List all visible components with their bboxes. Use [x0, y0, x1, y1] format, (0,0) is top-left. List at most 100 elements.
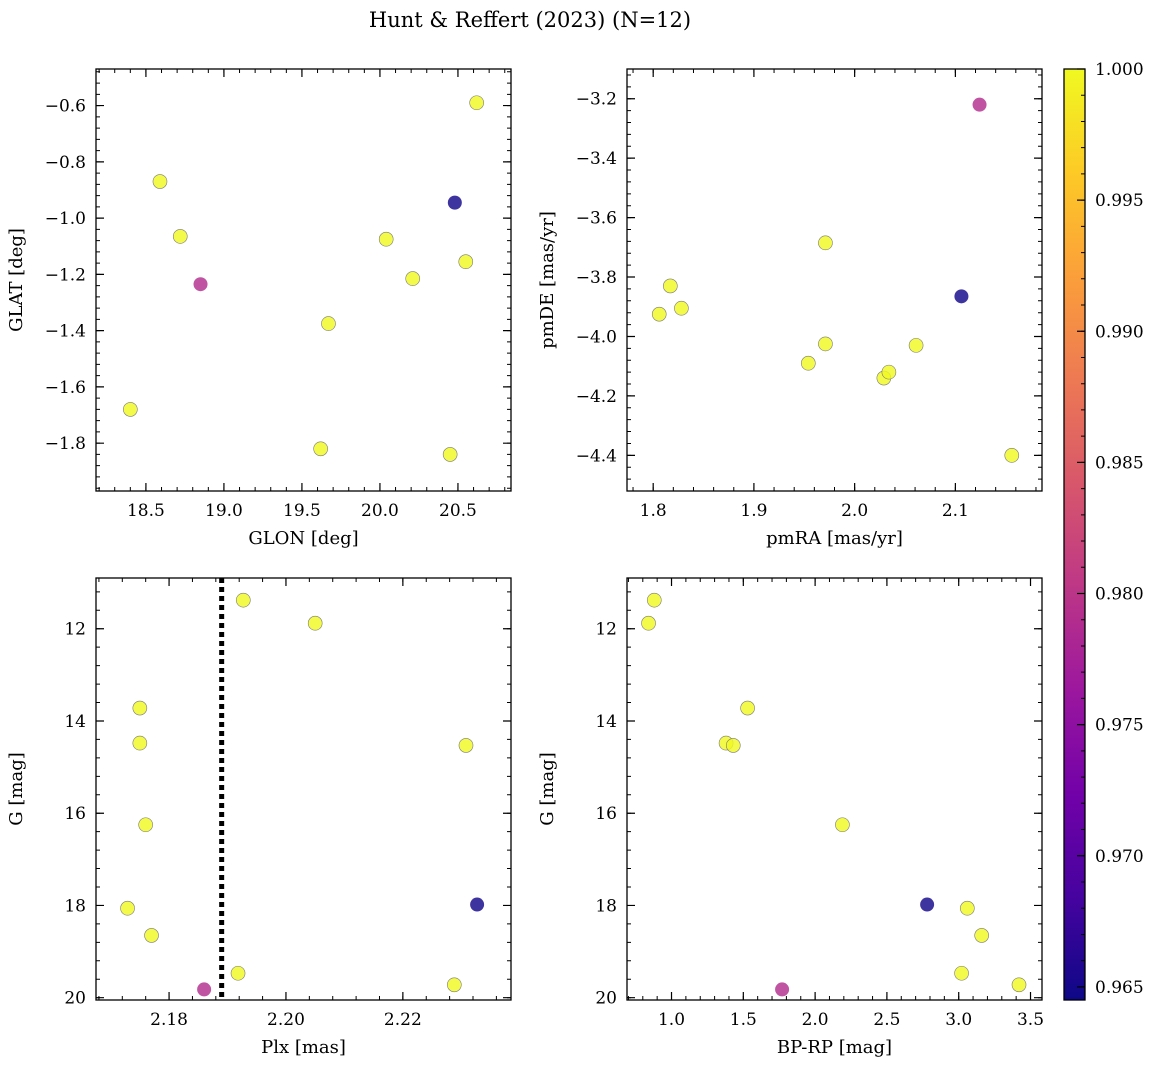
data-point [641, 615, 656, 631]
data-point [405, 271, 421, 286]
data-point [446, 977, 462, 993]
colorbar: 0.965 0.970 0.975 0.980 0.985 0.990 0.995 1.000 [1063, 60, 1144, 1001]
x-tick-label: 2.5 [873, 1010, 900, 1030]
y-tick-label: −4.0 [576, 327, 617, 347]
axes-frame [95, 68, 512, 492]
panel-cmd: 1.0 1.5 2.0 2.5 3.0 3.5 12 14 16 18 20 BP-RP [mag] G… [537, 577, 1044, 1058]
data-point [960, 900, 975, 916]
y-tick-label: −3.6 [576, 209, 617, 229]
x-tick-label: 20.0 [361, 501, 399, 521]
data-point [313, 441, 328, 457]
y-axis-label: GLAT [deg] [6, 228, 27, 332]
x-tick-label: 2.22 [384, 1010, 422, 1030]
x-tick-label: 3.5 [1017, 1010, 1044, 1030]
y-tick-label: 18 [64, 896, 86, 916]
y-tick-label: 20 [595, 989, 617, 1009]
data-point [458, 254, 474, 270]
colorbar-tick-label: 1.000 [1095, 60, 1144, 80]
data-point [801, 355, 816, 371]
y-tick-label: 12 [595, 620, 617, 640]
data-point [1011, 977, 1027, 993]
data-point [123, 402, 138, 417]
data-point [120, 900, 135, 916]
y-tick-label: 16 [64, 804, 86, 824]
colorbar-tick-label: 0.965 [1095, 978, 1144, 998]
y-tick-label: −3.2 [576, 90, 617, 110]
y-tick-label: −1.0 [45, 209, 86, 229]
y-tick-label: −4.4 [576, 446, 617, 466]
data-point [646, 592, 662, 608]
data-point [138, 817, 153, 833]
x-tick-label: 2.0 [802, 1010, 829, 1030]
panel-plx-g: 2.18 2.20 2.22 12 14 16 18 20 Plx [mas] G [mag] [6, 577, 512, 1058]
data-point [197, 982, 212, 997]
y-tick-label: −0.8 [45, 153, 86, 173]
data-point [954, 965, 969, 981]
data-point [132, 700, 148, 716]
x-tick-label: 18.5 [127, 501, 165, 521]
data-point [378, 231, 394, 247]
data-point [193, 277, 208, 292]
data-point [818, 336, 833, 352]
colorbar-frame [1063, 68, 1086, 1001]
data-point [954, 289, 969, 304]
x-tick-label: 19.0 [205, 501, 243, 521]
y-tick-label: −3.4 [576, 149, 617, 169]
axes-frame [626, 68, 1043, 492]
x-axis-label: Plx [mas] [261, 1037, 346, 1058]
colorbar-tick-label: 0.980 [1095, 585, 1144, 605]
data-point [920, 897, 935, 912]
colorbar-tick-label: 0.990 [1095, 322, 1144, 342]
x-axis-label: pmRA [mas/yr] [766, 528, 903, 549]
panels: 18.5 19.0 19.5 20.0 20.5 −0.6 −0.8 −1.0 −1.2 −1.4… [6, 68, 1044, 1058]
minor-ticks [96, 69, 511, 491]
data-point [447, 195, 462, 210]
data-point [663, 278, 678, 294]
data-point [144, 928, 159, 943]
data-point [974, 928, 989, 943]
x-tick-label: 3.0 [945, 1010, 972, 1030]
y-tick-label: 14 [595, 712, 617, 732]
data-point [674, 300, 689, 316]
data-point [1004, 448, 1020, 463]
axes-frame [95, 577, 512, 1001]
x-tick-label: 1.5 [730, 1010, 757, 1030]
panel-glon-glat: 18.5 19.0 19.5 20.0 20.5 −0.6 −0.8 −1.0 −1.2 −1.4… [6, 68, 512, 549]
y-tick-label: 12 [64, 620, 86, 640]
x-axis-label: GLON [deg] [248, 528, 358, 549]
data-point [132, 735, 148, 751]
x-tick-label: 2.1 [942, 501, 969, 521]
y-tick-label: −1.6 [45, 378, 86, 398]
x-tick-label: 2.20 [267, 1010, 305, 1030]
data-point [469, 95, 484, 111]
y-axis-label: G [mag] [6, 752, 27, 825]
data-point [835, 817, 850, 833]
panel-pm: 1.8 1.9 2.0 2.1 −3.2 −3.4 −3.6 −3.8 −4.0 −4.2 −4.4… [537, 68, 1043, 549]
figure-title: Hunt & Reffert (2023) (N=12) [369, 8, 691, 32]
x-tick-label: 20.5 [439, 501, 477, 521]
data-point [881, 364, 897, 380]
y-tick-label: −0.6 [45, 97, 86, 117]
data-point [972, 97, 987, 112]
data-point [725, 738, 741, 753]
data-point [651, 306, 667, 322]
y-tick-label: −1.4 [45, 322, 86, 342]
x-tick-label: 1.8 [640, 501, 667, 521]
data-point [152, 174, 168, 189]
y-tick-label: −1.2 [45, 265, 86, 285]
data-point [775, 982, 790, 997]
data-point [818, 235, 833, 251]
y-tick-label: −4.2 [576, 387, 617, 407]
colorbar-tick-label: 0.985 [1095, 453, 1144, 473]
data-point [321, 316, 336, 331]
data-point [236, 592, 251, 608]
data-point [172, 229, 188, 244]
x-tick-label: 19.5 [283, 501, 321, 521]
data-point [230, 965, 246, 981]
y-tick-label: 18 [595, 896, 617, 916]
x-tick-label: 1.0 [658, 1010, 685, 1030]
data-point [458, 738, 474, 753]
x-axis-label: BP-RP [mag] [777, 1037, 892, 1058]
y-tick-label: 16 [595, 804, 617, 824]
